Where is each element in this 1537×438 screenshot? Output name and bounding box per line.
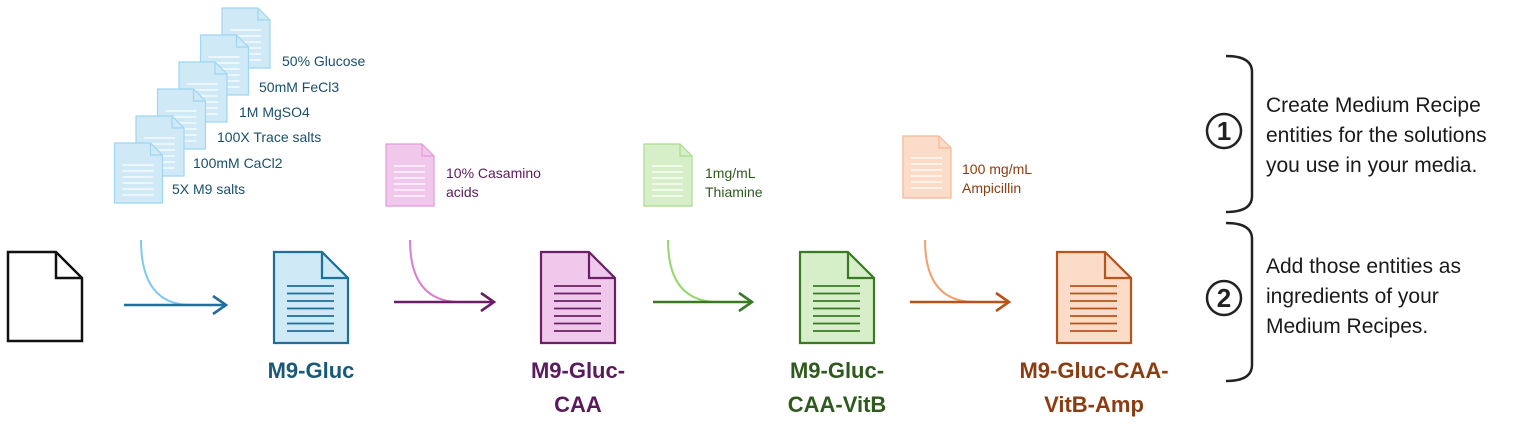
m9-gluc-document-icon: [272, 250, 350, 345]
base-solution-label: 50mM FeCl3: [259, 79, 339, 95]
note-step-2: Add those entities as ingredients of you…: [1266, 252, 1534, 342]
step-1-number: 1: [1205, 112, 1243, 150]
base-solution-label: 5X M9 salts: [172, 181, 245, 197]
product-document-icon: [1055, 250, 1133, 345]
step-arrow: [394, 239, 497, 313]
base-solution-label: 100mM CaCl2: [193, 155, 283, 171]
base-solution-label: 100X Trace salts: [217, 129, 321, 145]
product-label: CAA-VitB: [788, 392, 887, 417]
solution-doc-icon: [902, 135, 952, 199]
empty-document-icon: [6, 250, 84, 343]
product-label: M9-Gluc-CAA-: [1019, 358, 1168, 383]
note-line: Medium Recipes.: [1266, 315, 1429, 338]
base-solutions-stack: 50% Glucose 50mM FeCl3 1M MgSO4 100X Trace …: [113, 7, 365, 204]
note-line: Add those entities as: [1266, 255, 1461, 278]
solution-label: Thiamine: [705, 184, 763, 200]
note-line: entities for the solutions: [1266, 124, 1487, 147]
solution-label: 1mg/mL: [705, 165, 756, 181]
product-document-icon: [798, 250, 876, 345]
note-line: Create Medium Recipe: [1266, 94, 1481, 117]
brace-step-2: [1225, 221, 1254, 383]
product-label: VitB-Amp: [1044, 392, 1144, 417]
solution-label: 100 mg/mL: [962, 161, 1032, 177]
arrow-to-m9-gluc: [124, 239, 229, 316]
solution-doc-icon: [385, 143, 435, 207]
solution-label: 10% Casamino: [446, 165, 541, 181]
solution-label: Ampicillin: [962, 180, 1021, 196]
product-label: M9-Gluc: [268, 358, 355, 383]
note-line: ingredients of your: [1266, 285, 1439, 308]
product-label: CAA: [554, 392, 602, 417]
product-label: M9-Gluc-: [531, 358, 625, 383]
solution-doc-icon: [643, 143, 693, 207]
product-label: M9-Gluc-: [790, 358, 884, 383]
note-step-1: Create Medium Recipe entities for the so…: [1266, 91, 1534, 181]
note-line: you use in your media.: [1266, 154, 1478, 177]
svg-text:2: 2: [1217, 283, 1231, 313]
brace-step-1: [1225, 54, 1254, 214]
step-arrow: [910, 239, 1012, 313]
solution-doc-icon: [113, 142, 164, 204]
svg-text:1: 1: [1217, 116, 1231, 146]
solution-label: acids: [446, 184, 479, 200]
base-solution-label: 1M MgSO4: [239, 104, 310, 120]
step-2-number: 2: [1205, 279, 1243, 317]
step-arrow: [653, 239, 755, 313]
base-solution-label: 50% Glucose: [282, 53, 365, 69]
product-document-icon: [539, 250, 617, 345]
